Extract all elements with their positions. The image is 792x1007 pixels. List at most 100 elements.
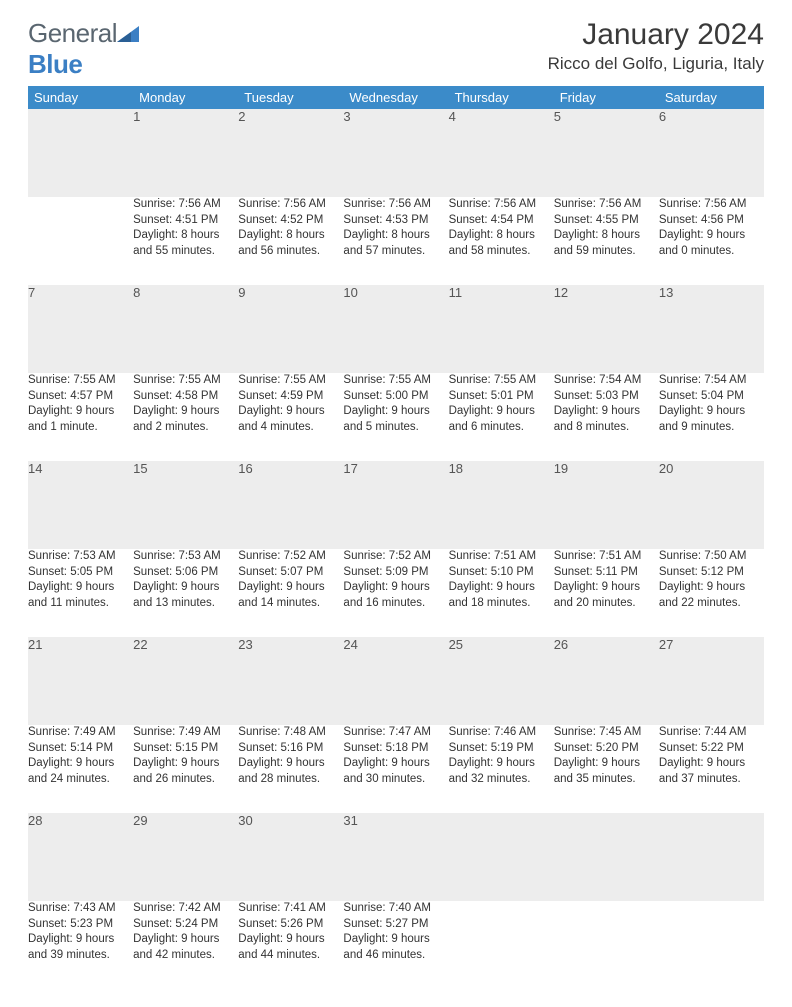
day-cell [28, 197, 133, 285]
day-number: 2 [238, 109, 343, 197]
day-number: 28 [28, 813, 133, 901]
day-cell: Sunrise: 7:56 AM Sunset: 4:55 PM Dayligh… [554, 197, 659, 285]
day-number: 18 [449, 461, 554, 549]
day-number: 8 [133, 285, 238, 373]
day-cell: Sunrise: 7:50 AM Sunset: 5:12 PM Dayligh… [659, 549, 764, 637]
day-cell: Sunrise: 7:55 AM Sunset: 4:59 PM Dayligh… [238, 373, 343, 461]
day-cell: Sunrise: 7:55 AM Sunset: 4:58 PM Dayligh… [133, 373, 238, 461]
day-number: 7 [28, 285, 133, 373]
month-title: January 2024 [548, 18, 764, 52]
day-cell: Sunrise: 7:54 AM Sunset: 5:04 PM Dayligh… [659, 373, 764, 461]
day-cell: Sunrise: 7:54 AM Sunset: 5:03 PM Dayligh… [554, 373, 659, 461]
day-number: 24 [343, 637, 448, 725]
calendar-page: GeneralBlue January 2024 Ricco del Golfo… [0, 0, 792, 1007]
day-cell: Sunrise: 7:49 AM Sunset: 5:15 PM Dayligh… [133, 725, 238, 813]
day-cell: Sunrise: 7:56 AM Sunset: 4:56 PM Dayligh… [659, 197, 764, 285]
day-number [554, 813, 659, 901]
logo-text-gray: General [28, 18, 117, 48]
daynum-row: 14151617181920 [28, 461, 764, 549]
day-number: 20 [659, 461, 764, 549]
content-row: Sunrise: 7:56 AM Sunset: 4:51 PM Dayligh… [28, 197, 764, 285]
day-cell [659, 901, 764, 989]
day-header-row: Sunday Monday Tuesday Wednesday Thursday… [28, 86, 764, 109]
day-cell: Sunrise: 7:55 AM Sunset: 5:01 PM Dayligh… [449, 373, 554, 461]
day-number: 16 [238, 461, 343, 549]
day-number: 17 [343, 461, 448, 549]
day-number [659, 813, 764, 901]
day-cell: Sunrise: 7:47 AM Sunset: 5:18 PM Dayligh… [343, 725, 448, 813]
day-cell: Sunrise: 7:52 AM Sunset: 5:09 PM Dayligh… [343, 549, 448, 637]
daynum-row: 78910111213 [28, 285, 764, 373]
day-number: 23 [238, 637, 343, 725]
day-cell: Sunrise: 7:56 AM Sunset: 4:53 PM Dayligh… [343, 197, 448, 285]
day-number: 25 [449, 637, 554, 725]
day-number: 10 [343, 285, 448, 373]
day-number: 30 [238, 813, 343, 901]
day-number: 19 [554, 461, 659, 549]
day-cell: Sunrise: 7:48 AM Sunset: 5:16 PM Dayligh… [238, 725, 343, 813]
day-header: Tuesday [238, 86, 343, 109]
day-cell: Sunrise: 7:44 AM Sunset: 5:22 PM Dayligh… [659, 725, 764, 813]
day-number: 4 [449, 109, 554, 197]
day-cell: Sunrise: 7:40 AM Sunset: 5:27 PM Dayligh… [343, 901, 448, 989]
day-number [449, 813, 554, 901]
day-number: 31 [343, 813, 448, 901]
day-number: 3 [343, 109, 448, 197]
day-number: 12 [554, 285, 659, 373]
location: Ricco del Golfo, Liguria, Italy [548, 54, 764, 74]
day-number: 5 [554, 109, 659, 197]
day-cell: Sunrise: 7:49 AM Sunset: 5:14 PM Dayligh… [28, 725, 133, 813]
day-cell: Sunrise: 7:55 AM Sunset: 5:00 PM Dayligh… [343, 373, 448, 461]
day-cell: Sunrise: 7:51 AM Sunset: 5:10 PM Dayligh… [449, 549, 554, 637]
day-number: 6 [659, 109, 764, 197]
day-cell: Sunrise: 7:55 AM Sunset: 4:57 PM Dayligh… [28, 373, 133, 461]
day-cell: Sunrise: 7:41 AM Sunset: 5:26 PM Dayligh… [238, 901, 343, 989]
daynum-row: 123456 [28, 109, 764, 197]
day-cell: Sunrise: 7:53 AM Sunset: 5:05 PM Dayligh… [28, 549, 133, 637]
day-cell: Sunrise: 7:45 AM Sunset: 5:20 PM Dayligh… [554, 725, 659, 813]
day-number: 14 [28, 461, 133, 549]
day-number [28, 109, 133, 197]
day-cell: Sunrise: 7:53 AM Sunset: 5:06 PM Dayligh… [133, 549, 238, 637]
day-number: 9 [238, 285, 343, 373]
content-row: Sunrise: 7:49 AM Sunset: 5:14 PM Dayligh… [28, 725, 764, 813]
day-header: Thursday [449, 86, 554, 109]
daynum-row: 21222324252627 [28, 637, 764, 725]
day-cell: Sunrise: 7:43 AM Sunset: 5:23 PM Dayligh… [28, 901, 133, 989]
day-cell: Sunrise: 7:42 AM Sunset: 5:24 PM Dayligh… [133, 901, 238, 989]
day-number: 1 [133, 109, 238, 197]
content-row: Sunrise: 7:55 AM Sunset: 4:57 PM Dayligh… [28, 373, 764, 461]
day-number: 13 [659, 285, 764, 373]
day-number: 22 [133, 637, 238, 725]
day-header: Sunday [28, 86, 133, 109]
calendar-body: 123456Sunrise: 7:56 AM Sunset: 4:51 PM D… [28, 109, 764, 989]
day-number: 15 [133, 461, 238, 549]
day-number: 29 [133, 813, 238, 901]
content-row: Sunrise: 7:43 AM Sunset: 5:23 PM Dayligh… [28, 901, 764, 989]
day-cell: Sunrise: 7:51 AM Sunset: 5:11 PM Dayligh… [554, 549, 659, 637]
day-cell: Sunrise: 7:56 AM Sunset: 4:54 PM Dayligh… [449, 197, 554, 285]
logo-text: GeneralBlue [28, 18, 139, 80]
day-cell: Sunrise: 7:46 AM Sunset: 5:19 PM Dayligh… [449, 725, 554, 813]
calendar-table: Sunday Monday Tuesday Wednesday Thursday… [28, 86, 764, 989]
day-number: 27 [659, 637, 764, 725]
title-block: January 2024 Ricco del Golfo, Liguria, I… [548, 18, 764, 74]
day-number: 11 [449, 285, 554, 373]
day-header: Wednesday [343, 86, 448, 109]
day-cell: Sunrise: 7:52 AM Sunset: 5:07 PM Dayligh… [238, 549, 343, 637]
day-cell [449, 901, 554, 989]
day-cell: Sunrise: 7:56 AM Sunset: 4:51 PM Dayligh… [133, 197, 238, 285]
content-row: Sunrise: 7:53 AM Sunset: 5:05 PM Dayligh… [28, 549, 764, 637]
day-cell: Sunrise: 7:56 AM Sunset: 4:52 PM Dayligh… [238, 197, 343, 285]
logo-text-blue: Blue [28, 49, 82, 79]
day-header: Friday [554, 86, 659, 109]
logo-triangle-icon [117, 26, 139, 42]
header: GeneralBlue January 2024 Ricco del Golfo… [28, 18, 764, 80]
day-header: Monday [133, 86, 238, 109]
day-number: 21 [28, 637, 133, 725]
day-cell [554, 901, 659, 989]
day-header: Saturday [659, 86, 764, 109]
daynum-row: 28293031 [28, 813, 764, 901]
logo: GeneralBlue [28, 18, 139, 80]
day-number: 26 [554, 637, 659, 725]
